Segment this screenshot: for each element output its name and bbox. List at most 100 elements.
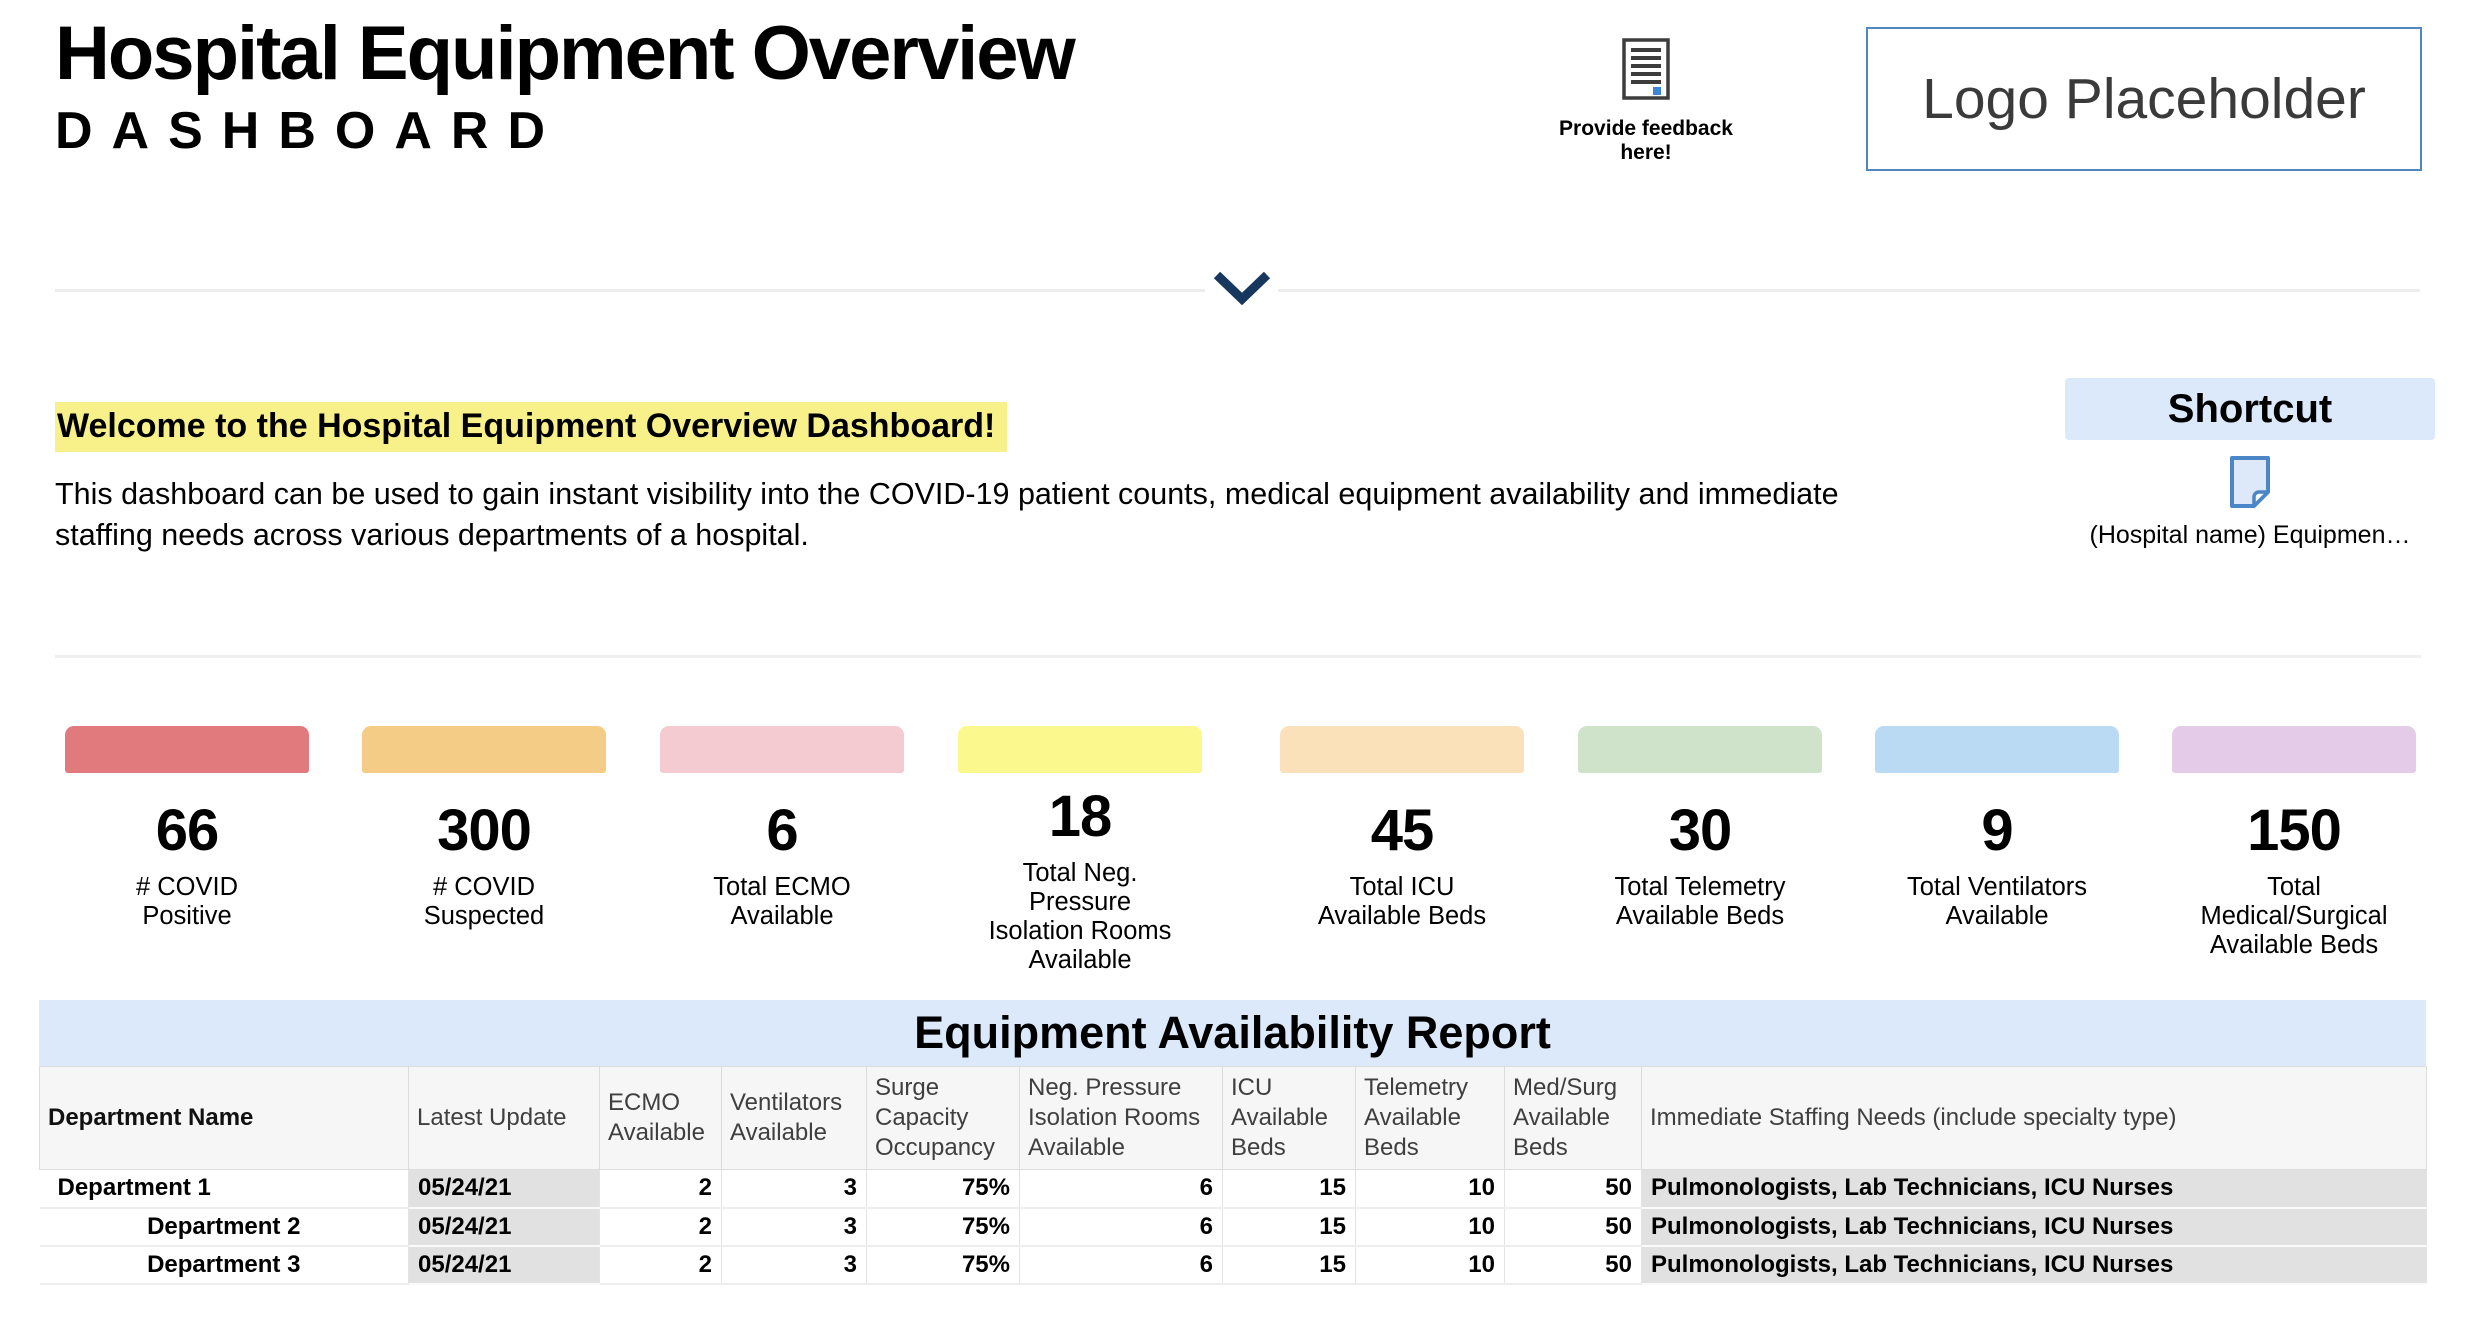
shortcut-link[interactable]: (Hospital name) Equipmen… [2089, 521, 2411, 549]
table-cell: Department 3 [39, 1245, 409, 1285]
column-header: ECMO Available [599, 1066, 722, 1170]
metric-card: 300 # COVID Suspected [362, 726, 606, 931]
column-header: Surge Capacity Occupancy [866, 1066, 1020, 1170]
metric-value: 18 [1048, 784, 1113, 849]
page-subtitle: DASHBOARD [55, 102, 564, 161]
table-cell: 05/24/21 [408, 1207, 600, 1247]
column-header: ICU Available Beds [1222, 1066, 1356, 1170]
table-row: Department 3 05/24/21 2 3 75% 6 15 10 50 Pulmonol… [39, 1245, 2427, 1285]
metric-color-bar [1875, 726, 2119, 773]
metric-color-bar [1280, 726, 1524, 773]
welcome-body: This dashboard can be used to gain insta… [55, 477, 1839, 552]
feedback-link[interactable]: Provide feedback here! [1534, 38, 1758, 165]
metric-value: 6 [766, 798, 798, 863]
metric-label: Total ECMO Available [713, 873, 851, 930]
metric-label: # COVID Suspected [423, 873, 545, 930]
table-cell: 3 [721, 1169, 867, 1209]
table-cell: 10 [1355, 1207, 1505, 1247]
metrics-row: 66 # COVID Positive 300 # COVID Suspected 6 T… [0, 726, 2470, 996]
table-header-row: Department Name Latest Update ECMO Availab… [39, 1066, 2427, 1170]
divider-line [55, 289, 1205, 292]
table-cell: Department 2 [39, 1207, 409, 1247]
metric-label: Total Telemetry Available Beds [1614, 873, 1786, 930]
metric-color-bar [65, 726, 309, 773]
table-row: Department 2 05/24/21 2 3 75% 6 15 10 50 Pulmonol… [39, 1207, 2427, 1247]
metric-card: 45 Total ICU Available Beds [1280, 726, 1524, 931]
table-cell: 6 [1019, 1169, 1223, 1209]
table-cell: 75% [866, 1207, 1020, 1247]
table-cell: 50 [1504, 1207, 1642, 1247]
feedback-label[interactable]: Provide feedback here! [1559, 117, 1733, 164]
title-block: Hospital Equipment Overview DASHBOARD [55, 10, 1076, 161]
shortcut-title: Shortcut [2167, 386, 2333, 431]
table-cell: 50 [1504, 1169, 1642, 1209]
metric-card: 150 Total Medical/Surgical Available Beds [2172, 726, 2416, 960]
column-header: Ventilators Available [721, 1066, 867, 1170]
metric-card: 18 Total Neg. Pressure Isolation Rooms Av… [958, 726, 1202, 975]
metric-card: 6 Total ECMO Available [660, 726, 904, 931]
column-header: Med/Surg Available Beds [1504, 1066, 1642, 1170]
metric-value: 30 [1668, 798, 1733, 863]
table-cell: Department 1 [39, 1169, 409, 1209]
table-cell: 2 [599, 1169, 722, 1209]
chevron-down-icon[interactable] [1210, 270, 1274, 310]
table-cell: 75% [866, 1169, 1020, 1209]
metric-color-bar [1578, 726, 1822, 773]
metric-card: 66 # COVID Positive [65, 726, 309, 931]
metric-color-bar [2172, 726, 2416, 773]
metric-value: 150 [2247, 798, 2342, 863]
divider-line [1278, 289, 2420, 292]
column-header: Department Name [39, 1066, 409, 1170]
welcome-heading: Welcome to the Hospital Equipment Overvi… [55, 402, 1008, 452]
table-cell: Pulmonologists, Lab Technicians, ICU Nur… [1641, 1169, 2427, 1209]
table-cell: 50 [1504, 1245, 1642, 1285]
column-header: Latest Update [408, 1066, 600, 1170]
column-header: Immediate Staffing Needs (include specia… [1641, 1066, 2427, 1170]
metric-card: 30 Total Telemetry Available Beds [1578, 726, 1822, 931]
column-header: Neg. Pressure Isolation Rooms Available [1019, 1066, 1223, 1170]
metric-value: 45 [1370, 798, 1435, 863]
table-cell: 6 [1019, 1207, 1223, 1247]
table-body: Department 1 05/24/21 2 3 75% 6 15 10 50 Pulmonol… [39, 1169, 2427, 1285]
table-cell: 15 [1222, 1207, 1356, 1247]
column-header: Telemetry Available Beds [1355, 1066, 1505, 1170]
metric-color-bar [660, 726, 904, 773]
table-cell: 6 [1019, 1245, 1223, 1285]
shortcut-header: Shortcut [2065, 378, 2435, 440]
table-cell: 10 [1355, 1169, 1505, 1209]
logo-placeholder: Logo Placeholder [1866, 27, 2422, 171]
divider-line [55, 655, 2421, 658]
metric-label: Total Neg. Pressure Isolation Rooms Avai… [988, 859, 1172, 974]
report-title: Equipment Availability Report [914, 1007, 1551, 1058]
welcome-section: Welcome to the Hospital Equipment Overvi… [55, 402, 1905, 556]
page-title: Hospital Equipment Overview [55, 11, 1076, 96]
metric-label: Total Medical/Surgical Available Beds [2200, 873, 2388, 959]
table-cell: 15 [1222, 1245, 1356, 1285]
table-cell: 2 [599, 1207, 722, 1247]
metric-label: Total ICU Available Beds [1317, 873, 1487, 930]
table-cell: 15 [1222, 1169, 1356, 1209]
logo-placeholder-text: Logo Placeholder [1922, 67, 2366, 131]
feedback-form-icon[interactable] [1622, 38, 1670, 104]
document-icon[interactable] [2065, 454, 2435, 515]
table-cell: 10 [1355, 1245, 1505, 1285]
table-cell: 75% [866, 1245, 1020, 1285]
table-cell: 3 [721, 1245, 867, 1285]
table-row: Department 1 05/24/21 2 3 75% 6 15 10 50 Pulmonol… [39, 1169, 2427, 1209]
metric-label: # COVID Positive [135, 873, 239, 930]
metric-value: 9 [1981, 798, 2013, 863]
metric-value: 300 [437, 798, 532, 863]
table-cell: Pulmonologists, Lab Technicians, ICU Nur… [1641, 1245, 2427, 1285]
metric-label: Total Ventilators Available [1906, 873, 2088, 930]
metric-value: 66 [155, 798, 220, 863]
metric-color-bar [958, 726, 1202, 773]
shortcut-panel: Shortcut (Hospital name) Equipmen… [2065, 378, 2435, 550]
table-cell: 05/24/21 [408, 1245, 600, 1285]
metric-color-bar [362, 726, 606, 773]
metric-card: 9 Total Ventilators Available [1875, 726, 2119, 931]
report-title-band: Equipment Availability Report [39, 1000, 2426, 1066]
table-cell: 3 [721, 1207, 867, 1247]
table-cell: 05/24/21 [408, 1169, 600, 1209]
table-cell: 2 [599, 1245, 722, 1285]
